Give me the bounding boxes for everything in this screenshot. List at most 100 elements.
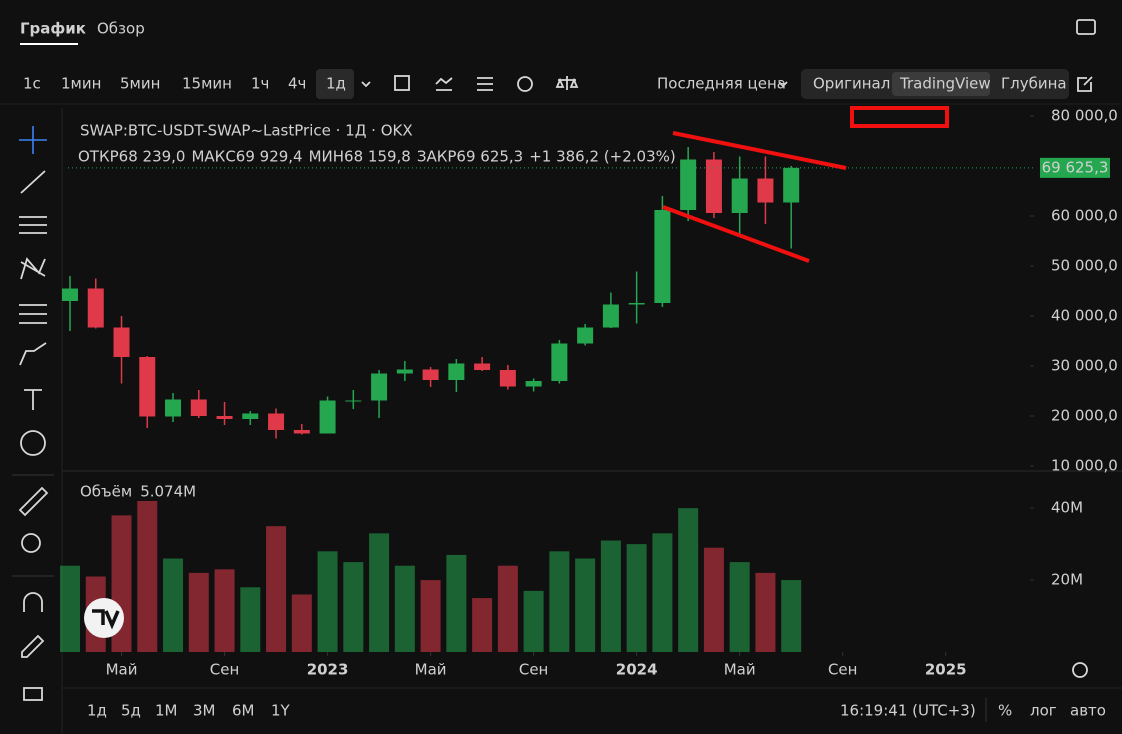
indicator-icon[interactable] [435, 77, 453, 91]
interval[interactable]: 5мин [120, 75, 160, 93]
volume-bar [472, 598, 493, 652]
logo-mark [92, 609, 120, 630]
volume-bar [497, 565, 518, 652]
volume-bar [240, 587, 261, 652]
candle-body [190, 399, 207, 416]
interval[interactable]: 1д [326, 75, 346, 93]
volume-bar [291, 594, 312, 652]
scale-button[interactable]: авто [1070, 702, 1106, 720]
ohlc-value: 68 159,8 [344, 148, 411, 166]
tab[interactable]: Обзор [97, 20, 145, 38]
prediction-tool[interactable] [19, 304, 47, 324]
range-button[interactable]: 1M [155, 702, 178, 720]
candle-body [680, 159, 697, 210]
ohlc-value: 68 239,0 [119, 148, 186, 166]
volume-bar [523, 590, 544, 652]
volume-title: Объём [80, 483, 132, 501]
fib-tool[interactable] [19, 216, 47, 234]
trend-line [662, 205, 810, 263]
x-tick-label: Сен [210, 661, 240, 679]
volume-bar [266, 526, 287, 652]
range-button[interactable]: 1Y [271, 702, 291, 720]
ohlc-value: 69 929,4 [236, 148, 303, 166]
logo [84, 598, 124, 638]
volume-bar [420, 580, 441, 652]
ohlc-value: 69 625,3 [456, 148, 523, 166]
crosshair-tool[interactable] [19, 126, 47, 154]
candle-icon[interactable] [394, 75, 410, 91]
candle-body [499, 370, 516, 387]
dropdown-icon[interactable] [361, 81, 371, 88]
range-button[interactable]: 3M [193, 702, 216, 720]
compare-icon[interactable] [555, 76, 579, 90]
last-price-tag [1040, 157, 1110, 178]
volume-tick-label: 40M [1051, 499, 1083, 517]
x-tick-label: Май [106, 661, 138, 679]
candle-body [371, 373, 388, 401]
magnet-tool[interactable] [23, 592, 43, 612]
volume-bar [446, 554, 467, 652]
fullscreen-icon[interactable] [1076, 19, 1096, 35]
line-tool[interactable] [20, 170, 46, 194]
x-tick-label: 2024 [616, 661, 658, 679]
user-drawings [662, 106, 949, 263]
clock: 16:19:41 (UTC+3) [840, 702, 976, 720]
range-button[interactable]: 5д [121, 702, 141, 720]
candle-body [87, 288, 104, 328]
view-option[interactable]: TradingView [899, 75, 991, 93]
interval[interactable]: 1с [23, 75, 41, 93]
interval[interactable]: 15мин [182, 75, 232, 93]
interval[interactable]: 1ч [251, 75, 269, 93]
x-tick-label: Май [415, 661, 447, 679]
template-icon[interactable] [477, 77, 493, 91]
toolbar-icons [361, 75, 1093, 92]
scale-button[interactable]: лог [1030, 702, 1057, 720]
volume-bar [394, 565, 415, 652]
interval-selected [316, 69, 354, 99]
settings-icon[interactable] [517, 76, 533, 92]
zoom-tool[interactable] [21, 533, 41, 553]
interval[interactable]: 4ч [288, 75, 306, 93]
view-option[interactable]: Глубина [1001, 75, 1067, 93]
view-selected [892, 72, 990, 96]
text-tool[interactable] [24, 389, 42, 410]
brush-tool[interactable] [19, 342, 47, 366]
candle-body [628, 303, 645, 305]
x-tick-label: Сен [828, 661, 858, 679]
y-tick-label: 80 000,0 [1051, 107, 1118, 125]
tab[interactable]: График [20, 20, 86, 38]
y-tick-label: 30 000,0 [1051, 357, 1118, 375]
range-button[interactable]: 1д [87, 702, 107, 720]
chart-title: SWAP:BTC-USDT-SWAP~LastPrice · 1Д · OKX [80, 122, 413, 140]
candle-body [474, 363, 491, 370]
dropdown-icon[interactable] [778, 81, 788, 88]
y-tick-label: 20 000,0 [1051, 407, 1118, 425]
lock-tool[interactable] [23, 687, 43, 701]
y-tick-label: 10 000,0 [1051, 457, 1118, 475]
volume-bar [60, 565, 80, 652]
volume-bar [755, 572, 776, 652]
change: +1 386,2 (+2.03%) [529, 148, 676, 166]
ruler-tool[interactable] [18, 486, 49, 517]
stay-drawing-tool[interactable] [21, 634, 45, 658]
volume-bar [317, 551, 338, 652]
volume-bar [600, 540, 621, 652]
pattern-tool[interactable] [20, 257, 46, 280]
candle-body [551, 343, 568, 381]
range-button[interactable]: 6M [232, 702, 255, 720]
emoji-tool[interactable] [20, 430, 46, 456]
axis-settings-icon[interactable] [1072, 662, 1088, 678]
scale-button[interactable]: % [998, 702, 1012, 720]
interval[interactable]: 1мин [61, 75, 101, 93]
candle-body [525, 381, 542, 387]
x-tick-label: 2025 [925, 661, 967, 679]
snapshot-icon[interactable] [1077, 76, 1093, 92]
view-option[interactable]: Оригинал [813, 75, 890, 93]
plot [60, 115, 1110, 656]
price-source[interactable]: Последняя цена [657, 75, 786, 93]
y-tick-label: 50 000,0 [1051, 257, 1118, 275]
volume-tick-label: 20M [1051, 571, 1083, 589]
x-tick-label: Май [724, 661, 756, 679]
